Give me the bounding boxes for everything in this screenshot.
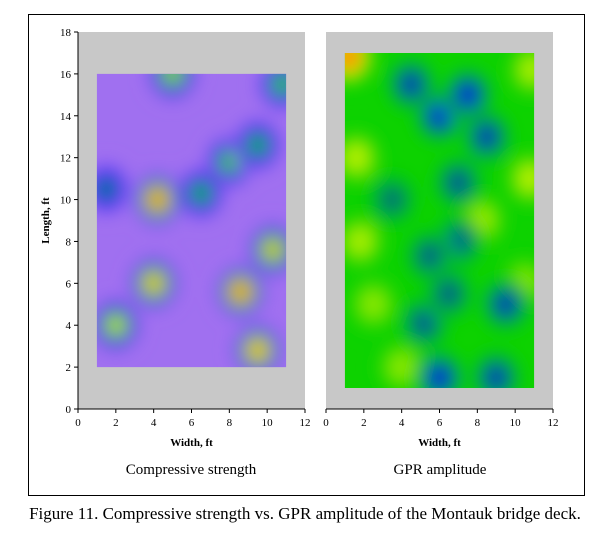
hotspot-3 xyxy=(232,322,284,368)
x-tick-label: 4 xyxy=(399,417,405,429)
x-tick-label: 2 xyxy=(361,417,367,429)
hotspot-1 xyxy=(132,171,183,228)
hotspot-4 xyxy=(247,222,287,278)
y-tick-label: 18 xyxy=(60,27,72,39)
hotspot-11 xyxy=(442,67,494,123)
hotspot-21 xyxy=(423,265,475,322)
x-tick-label: 10 xyxy=(262,417,274,429)
hotspot-12 xyxy=(385,56,437,113)
y-tick-label: 16 xyxy=(60,69,72,81)
x-tick-label: 0 xyxy=(323,417,329,429)
hotspot-2 xyxy=(215,263,266,320)
x-tick-label: 2 xyxy=(113,417,119,429)
hotspot-13 xyxy=(461,108,513,165)
y-tick-label: 14 xyxy=(60,111,72,123)
hotspot-5 xyxy=(506,52,535,98)
left-chart-title: Compressive strength xyxy=(125,462,257,478)
hotspot-8 xyxy=(257,73,287,113)
hotspot-7 xyxy=(147,73,198,102)
right-chart-title: GPR amplitude xyxy=(393,462,487,478)
y-tick-label: 10 xyxy=(60,195,72,207)
hotspot-17 xyxy=(480,276,532,333)
x-tick-label: 10 xyxy=(510,417,522,429)
x-tick-label: 6 xyxy=(189,417,195,429)
hotspot-5 xyxy=(128,255,179,312)
y-axis-label: Length, ft xyxy=(40,197,52,244)
heatmap-panel-1: 0 2 4 6 8 10 12 Width, ft 0 2 4 6 8 10 12 14 16 18 Length,… xyxy=(40,27,311,449)
x-tick-label: 4 xyxy=(151,417,157,429)
hotspot-6 xyxy=(505,150,535,207)
x-tick-label: 8 xyxy=(227,417,233,429)
y-tick-label: 6 xyxy=(66,278,72,290)
hotspot-10 xyxy=(175,165,227,222)
x-axis-label: Width, ft xyxy=(170,437,213,449)
hotspot-6 xyxy=(96,297,142,354)
x-tick-label: 12 xyxy=(300,417,311,429)
figure-frame xyxy=(28,14,585,496)
heatmap-blobs xyxy=(96,73,287,368)
x-tick-label: 0 xyxy=(75,417,81,429)
heatmap-panel-2: 0 2 4 6 8 10 12 Width, ft xyxy=(323,32,559,449)
hotspot-2 xyxy=(344,129,382,186)
heatmap-blobs xyxy=(344,52,535,389)
hotspot-9 xyxy=(376,339,427,389)
hotspot-14 xyxy=(433,154,484,211)
hotspot-16 xyxy=(470,349,522,389)
y-tick-label: 0 xyxy=(66,404,72,416)
hotspot-22 xyxy=(366,171,418,228)
y-tick-label: 2 xyxy=(66,362,72,374)
hotspot-3 xyxy=(344,213,386,270)
heatmap-field xyxy=(344,52,535,389)
x-tick-label: 12 xyxy=(548,417,559,429)
hotspot-1 xyxy=(344,52,374,85)
hotspot-12 xyxy=(96,161,132,217)
x-tick-label: 6 xyxy=(437,417,443,429)
x-tick-label: 8 xyxy=(475,417,481,429)
y-tick-label: 8 xyxy=(66,236,72,248)
figure-caption: Figure 11. Compressive strength vs. GPR … xyxy=(29,504,581,523)
hotspot-4 xyxy=(347,276,399,333)
x-axis-label: Width, ft xyxy=(418,437,461,449)
hotspot-15 xyxy=(414,349,465,389)
heatmap-field xyxy=(96,73,287,368)
y-tick-label: 12 xyxy=(60,153,71,165)
y-tick-label: 4 xyxy=(66,320,72,332)
hotspot-11 xyxy=(232,117,284,173)
